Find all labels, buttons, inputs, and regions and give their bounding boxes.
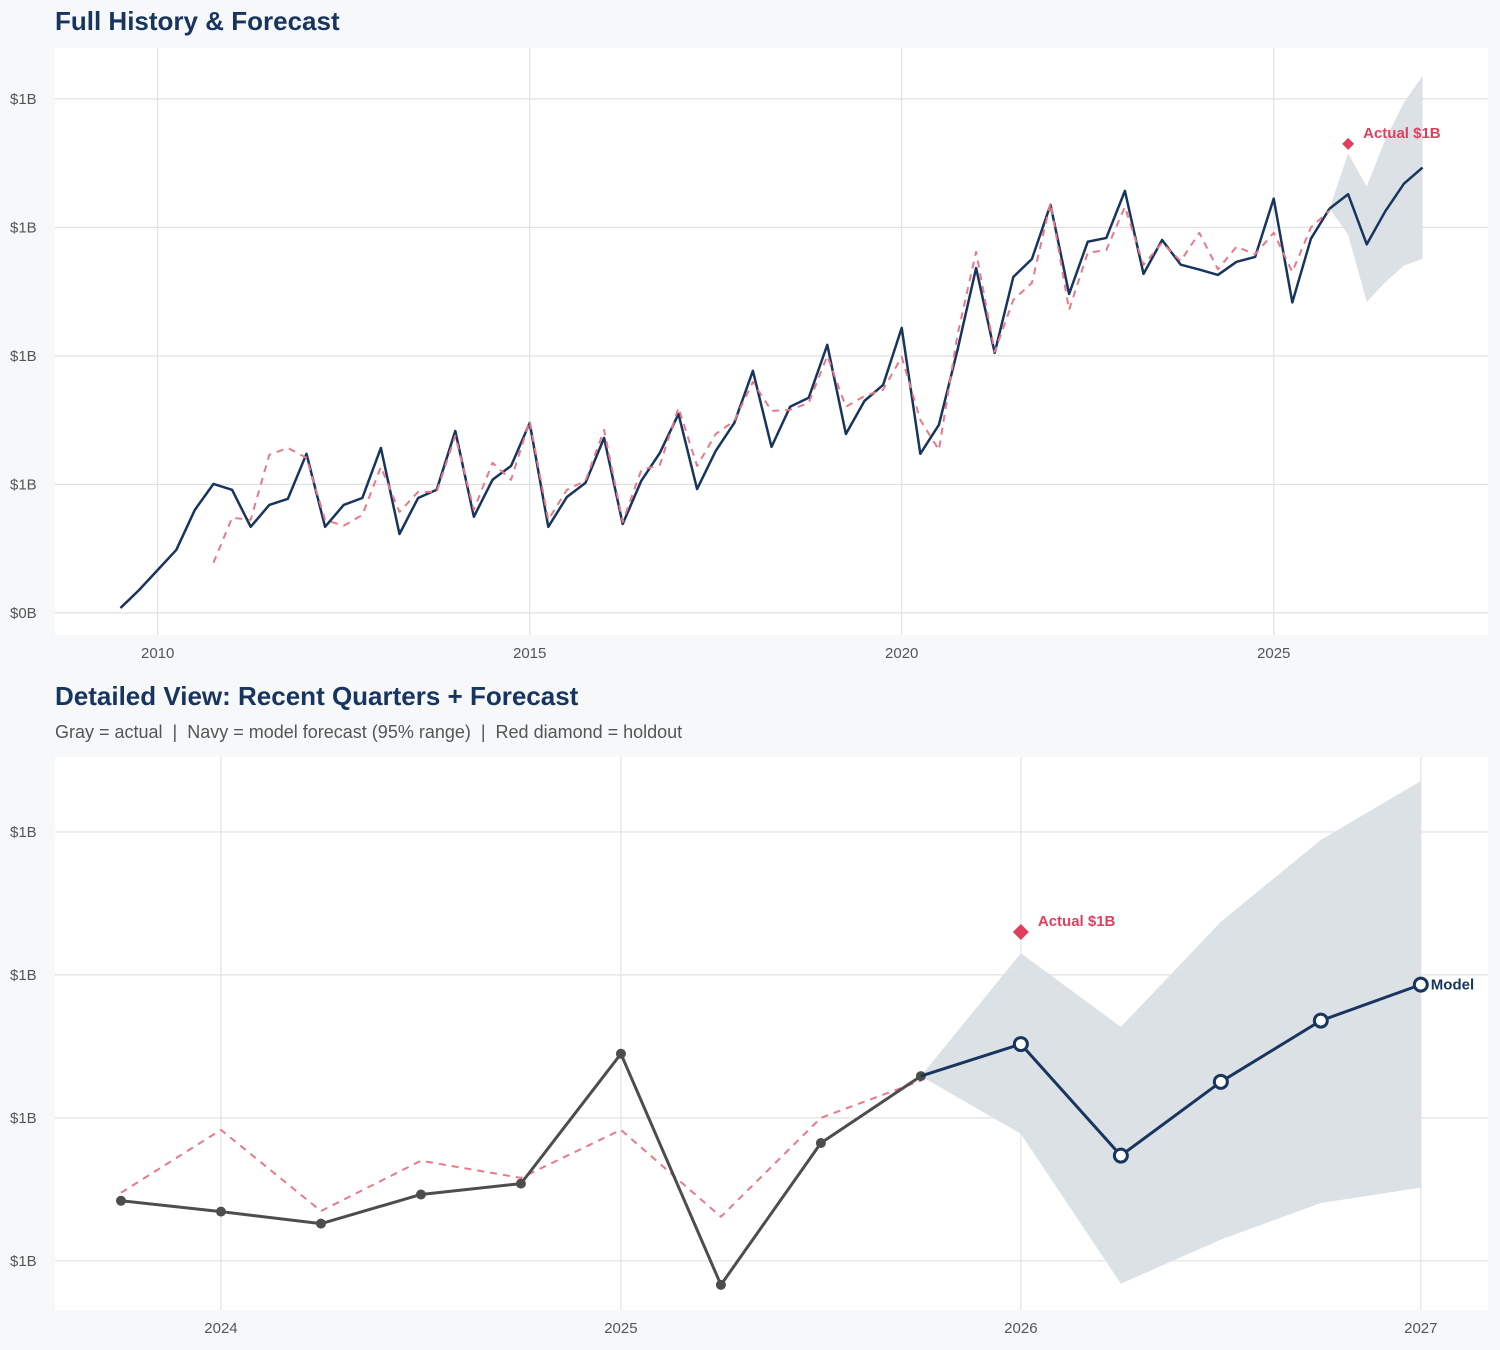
data-point-actual [715,1279,726,1290]
data-point-actual [615,1048,626,1059]
data-point-forecast [1012,1036,1029,1053]
x-tick-label: 2024 [204,1320,237,1337]
data-point-actual [415,1189,426,1200]
chart-1-title: Full History & Forecast [55,6,340,36]
y-tick-label: $1B [10,348,37,365]
chart-2-title: Detailed View: Recent Quarters + Forecas… [55,681,579,711]
y-tick-label: $1B [10,1110,37,1127]
holdout-label: Actual $1B [1363,125,1441,142]
data-point-forecast [1112,1147,1129,1164]
chart-2: 2024 2025 2026 2027 $1B $1B $1B $1B Model Actual … [10,757,1488,1337]
x-tick-label: 2026 [1004,1320,1037,1337]
y-tick-label: $0B [10,605,37,622]
holdout-diamond [1342,137,1355,150]
x-tick-label: 2020 [885,645,918,662]
y-tick-label: $1B [10,1253,37,1270]
data-point-actual [815,1138,826,1149]
data-point-forecast [1212,1073,1229,1090]
chart-2-subtitle: Gray = actual | Navy = model forecast (9… [55,722,683,742]
x-tick-label: 2025 [1257,645,1290,662]
data-point-actual [115,1195,126,1206]
y-tick-label: $1B [10,967,37,984]
x-tick-label: 2027 [1404,1320,1437,1337]
y-tick-label: $1B [10,219,37,236]
series-line-fitted [212,201,1331,564]
x-tick-label: 2025 [604,1320,637,1337]
data-point-actual [215,1206,226,1217]
series-line-fitted [120,1079,922,1218]
chart-1: 2010 2015 2020 2025 $0B $1B $1B $1B $1B Actual $1… [10,48,1488,662]
data-point-actual [515,1178,526,1189]
x-tick-label: 2010 [141,645,174,662]
x-tick-label: 2015 [513,645,546,662]
data-point-forecast [1412,976,1429,993]
data-point-actual [315,1218,326,1229]
series-line-actual [119,189,1331,609]
series-line-forecast [1328,166,1424,246]
holdout-label: Actual $1B [1038,913,1116,930]
forecast-band-95 [1329,76,1423,302]
y-tick-label: $1B [10,91,37,108]
plot-area [55,48,1488,635]
y-tick-label: $1B [10,824,37,841]
data-point-forecast [1312,1012,1329,1029]
forecast-band-95 [920,781,1421,1284]
series-line-forecast [920,983,1422,1158]
y-tick-label: $1B [10,476,37,493]
holdout-diamond [1012,923,1029,940]
series-label: Model [1431,977,1474,994]
